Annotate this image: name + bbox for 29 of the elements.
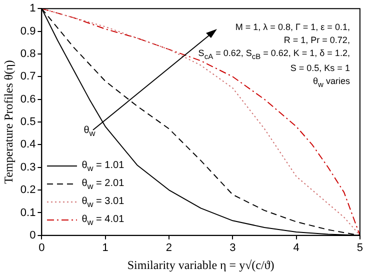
y-tick-label: 0.9 <box>20 25 36 38</box>
y-tick-label: 0.8 <box>20 48 36 60</box>
x-tick-label: 5 <box>356 242 364 254</box>
y-tick-label: 1 <box>30 2 36 15</box>
y-tick-label: 0.2 <box>20 184 36 196</box>
legend-label: θ$_{w}$ = 1.01 <box>82 160 124 173</box>
legend-label: θ$_{w}$ = 4.01 <box>82 214 124 227</box>
x-tick-label: 0 <box>38 242 45 254</box>
legend-label: θ$_{w}$ = 3.01 <box>82 196 124 209</box>
annotation: M = 1, λ = 0.8, Γ = 1, ε = 0.1, <box>234 20 350 34</box>
y-tick-label: 0.1 <box>20 206 36 219</box>
x-tick-label: 4 <box>293 242 300 254</box>
annotation: R = 1, Pr = 0.72, <box>282 34 350 47</box>
y-tick-label: 0 <box>30 229 36 242</box>
x-axis-title: Similarity variable η = y√(c/ϑ) <box>127 258 274 272</box>
annotation: S$_{cA}$ = 0.62, S$_{cB}$ = 0.62, K = 1, δ = 1.2, <box>198 46 350 62</box>
x-tick-label: 3 <box>230 242 236 254</box>
y-axis-title: Temperature Profiles θ(η) <box>1 60 16 184</box>
x-tick-label: 1 <box>102 242 108 254</box>
y-tick-label: 0.4 <box>20 138 36 151</box>
x-tick-label: 2 <box>166 242 172 254</box>
y-tick-label: 0.3 <box>20 161 36 174</box>
annotation: θ$_{w}$ <box>84 124 96 138</box>
y-tick-label: 0.7 <box>20 70 36 83</box>
legend-label: θ$_{w}$ = 2.01 <box>82 178 124 191</box>
y-tick-label: 0.6 <box>20 93 36 106</box>
annotation: θ$_{w}$ varies <box>312 75 350 92</box>
annotation: S = 0.5, Ks = 1 <box>289 62 350 76</box>
y-tick-label: 0.5 <box>20 116 36 128</box>
